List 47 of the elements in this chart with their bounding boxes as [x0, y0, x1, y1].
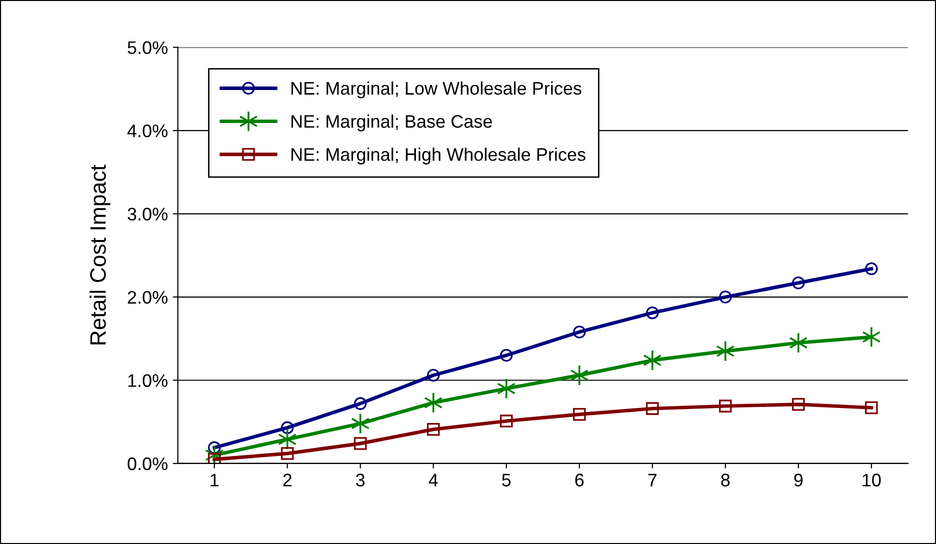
point [792, 276, 805, 290]
point [865, 401, 878, 414]
y-axis-title: Retail Cost Impact [90, 164, 110, 344]
legend-label: NE: Marginal; High Wholesale Prices [292, 148, 586, 164]
point [424, 392, 443, 414]
y-tick-label: 3.0% [128, 208, 168, 221]
point [351, 412, 370, 434]
x-tick-label: 4 [428, 474, 438, 486]
y-tick-label: 4.0% [127, 124, 168, 138]
point [570, 364, 589, 386]
point [354, 437, 367, 450]
point [280, 447, 294, 460]
point [354, 397, 367, 410]
point [862, 326, 881, 348]
point [280, 421, 294, 434]
y-tick-label: 5.0% [128, 41, 168, 54]
y-tick-label: 1.0% [128, 374, 168, 387]
point [719, 400, 732, 412]
point [643, 350, 662, 371]
legend-label: NE: Marginal; Low Wholesale Prices [292, 81, 582, 98]
x-tick-label: 10 [862, 474, 881, 486]
x-tick-label: 5 [502, 474, 511, 486]
x-tick-label: 7 [648, 474, 657, 486]
point [792, 398, 805, 411]
point [497, 378, 516, 400]
point [716, 340, 735, 362]
x-tick-label: 6 [575, 474, 584, 486]
x-tick-label: 1 [210, 474, 218, 486]
point [789, 332, 808, 354]
point [278, 428, 297, 450]
y-tick-label: 2.0% [128, 290, 168, 304]
x-tick-label: 3 [356, 474, 365, 486]
point [719, 290, 732, 304]
point [500, 414, 513, 428]
x-tick-label: 2 [283, 474, 292, 486]
point [426, 368, 440, 382]
point [865, 262, 878, 276]
legend-label: NE: Marginal; Base Case [292, 114, 492, 132]
y-tick-label: 0.0% [128, 457, 168, 470]
point [572, 408, 586, 421]
point [646, 402, 659, 415]
point [500, 348, 513, 362]
point [572, 326, 586, 338]
point [426, 422, 440, 436]
x-tick-label: 9 [794, 474, 803, 486]
point [646, 306, 659, 320]
x-tick-label: 8 [721, 474, 730, 486]
